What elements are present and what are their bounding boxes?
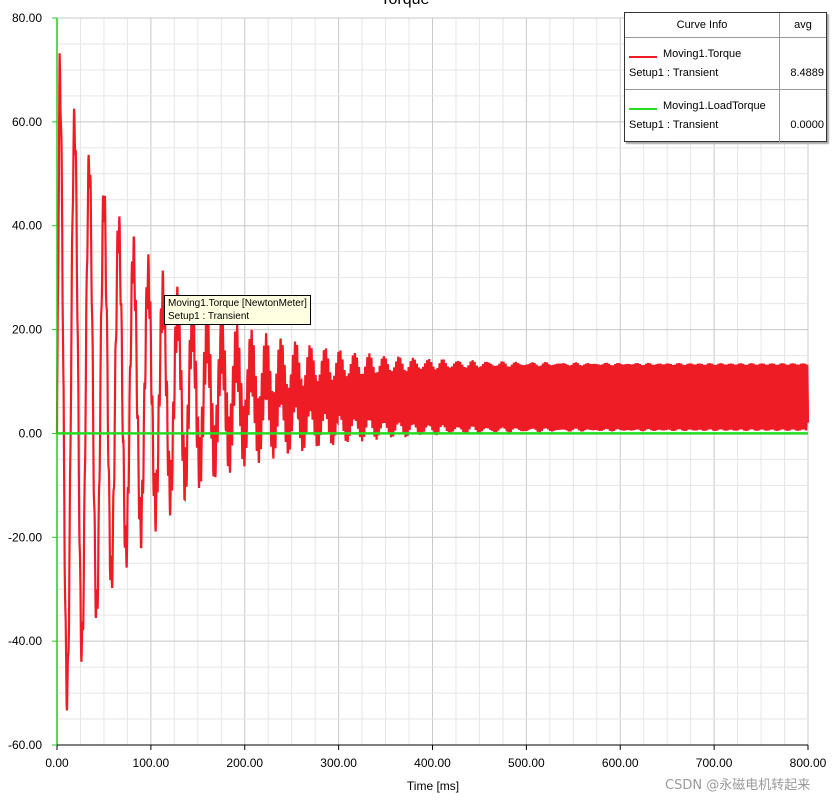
legend-entry-torque[interactable]: Moving1.Torque Setup1 : Transient 8.4889: [625, 38, 826, 90]
curve-info-title: Curve Info: [625, 13, 780, 37]
x-tick-label: 200.00: [226, 756, 263, 770]
x-tick-label: 800.00: [790, 756, 827, 770]
x-tick-label: 400.00: [414, 756, 451, 770]
x-axis-title: Time [ms]: [407, 779, 459, 793]
y-tick-label: 0.00: [19, 426, 43, 440]
watermark: CSDN @永磁电机转起来: [665, 778, 811, 793]
legend-avg-torque: 8.4889: [790, 67, 824, 79]
y-tick-label: 20.00: [12, 323, 42, 337]
legend-setup-torque: Setup1 : Transient: [629, 67, 719, 79]
legend-label-torque: Moving1.Torque: [663, 48, 742, 60]
chart-title: Torque: [381, 0, 430, 8]
y-tick-label: 60.00: [12, 115, 42, 129]
tick-labels: 0.00 100.00 200.00 300.00 400.00 500.00 600.00…: [8, 11, 827, 770]
x-tick-label: 600.00: [602, 756, 639, 770]
x-tick-label: 0.00: [45, 756, 69, 770]
x-tick-label: 700.00: [696, 756, 733, 770]
legend-swatch-torque: [629, 56, 657, 58]
series-layer: [55, 53, 810, 711]
y-tick-label: -60.00: [8, 738, 42, 752]
curve-info-header: Curve Info avg: [625, 13, 826, 38]
y-tick-label: -20.00: [8, 530, 42, 544]
x-tick-label: 300.00: [320, 756, 357, 770]
tooltip-line-2: Setup1 : Transient: [168, 311, 250, 322]
tooltip-line-1: Moving1.Torque [NewtonMeter]: [168, 298, 307, 309]
y-tick-label: 80.00: [12, 11, 42, 25]
legend-setup-loadtorque: Setup1 : Transient: [629, 119, 719, 131]
series-torque-line: [55, 53, 810, 711]
legend-avg-loadtorque: 0.0000: [790, 119, 824, 131]
y-tick-label: 40.00: [12, 219, 42, 233]
legend-swatch-loadtorque: [629, 108, 657, 110]
y-tick-label: -40.00: [8, 634, 42, 648]
curve-info-avg-header: avg: [794, 19, 812, 31]
x-tick-label: 100.00: [133, 756, 170, 770]
data-tooltip: Moving1.Torque [NewtonMeter] Setup1 : Tr…: [164, 295, 311, 325]
legend-label-loadtorque: Moving1.LoadTorque: [663, 100, 766, 112]
curve-info-legend[interactable]: Curve Info avg Moving1.Torque Setup1 : T…: [624, 12, 827, 142]
legend-entry-loadtorque[interactable]: Moving1.LoadTorque Setup1 : Transient 0.…: [625, 90, 826, 142]
x-tick-label: 500.00: [508, 756, 545, 770]
